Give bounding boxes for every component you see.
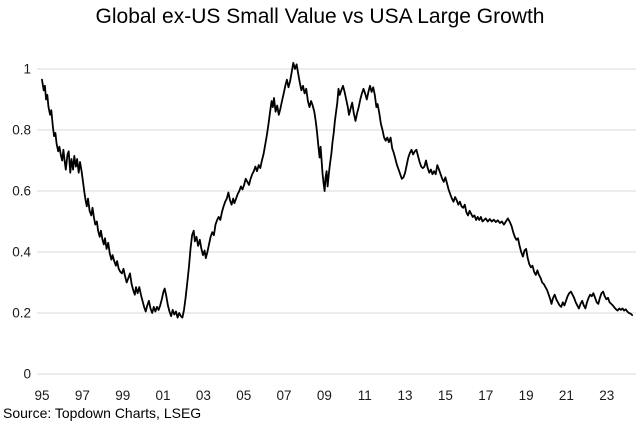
y-tick-label: 1 [23,62,31,77]
x-tick-label: 01 [156,388,171,403]
y-tick-label: 0 [23,367,31,382]
x-tick-label: 23 [599,388,614,403]
x-tick-label: 99 [115,388,130,403]
x-tick-label: 97 [75,388,90,403]
x-tick-label: 15 [438,388,453,403]
series-line [41,62,634,319]
x-tick-label: 13 [398,388,413,403]
y-tick-label: 0.4 [12,245,31,260]
x-tick-label: 95 [35,388,50,403]
x-tick-label: 17 [478,388,493,403]
x-tick-label: 11 [358,388,372,403]
y-tick-label: 0.8 [12,123,31,138]
x-tick-label: 19 [519,388,534,403]
y-tick-label: 0.6 [12,184,31,199]
source-note: Source: Topdown Charts, LSEG [3,405,202,421]
x-tick-label: 21 [559,388,574,403]
x-tick-label: 07 [277,388,292,403]
chart-title: Global ex-US Small Value vs USA Large Gr… [95,5,545,28]
x-tick-label: 03 [196,388,211,403]
x-tick-label: 05 [236,388,251,403]
x-tick-label: 09 [317,388,332,403]
y-tick-label: 0.2 [12,306,31,321]
